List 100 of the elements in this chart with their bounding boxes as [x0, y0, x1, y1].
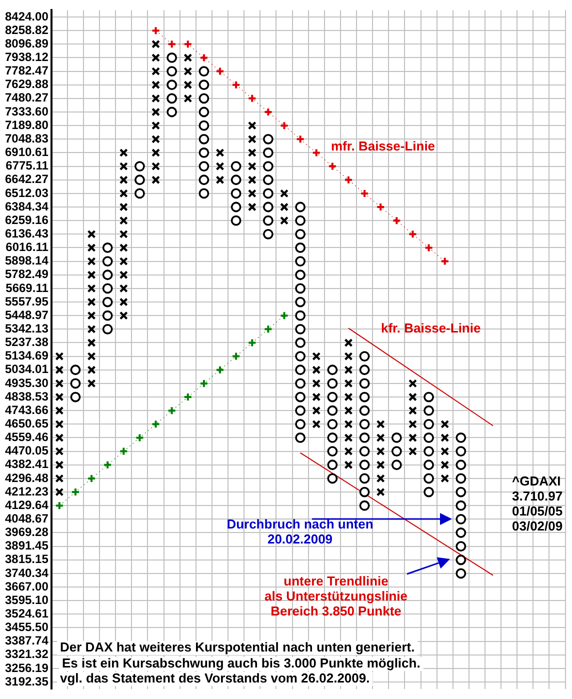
point: [344, 406, 353, 415]
point: [216, 176, 224, 184]
point: [151, 121, 160, 130]
point: [359, 432, 370, 443]
point: [198, 106, 210, 118]
point: [391, 460, 402, 470]
point: [295, 228, 306, 240]
point: [280, 216, 289, 225]
y-tick-label: 7782.47: [4, 64, 49, 78]
point: [151, 67, 160, 76]
point: [184, 53, 192, 62]
y-tick-label: 3387.74: [4, 634, 49, 648]
point: [359, 364, 370, 376]
y-tick-label: 5898.14: [4, 254, 49, 268]
point: [359, 378, 370, 389]
point: [151, 162, 160, 171]
point: [328, 162, 337, 171]
y-tick-label: 6512.03: [4, 186, 49, 200]
y-tick-label: 7629.88: [4, 77, 49, 92]
annotation: mfr. Baisse-Linie: [331, 138, 436, 154]
point: [230, 188, 242, 199]
point: [359, 460, 370, 470]
point: [135, 433, 144, 442]
point: [295, 364, 306, 376]
y-tick-label: 4382.41: [4, 457, 49, 472]
point: [55, 392, 64, 402]
point: [119, 148, 128, 158]
point: [456, 460, 466, 470]
point: [440, 256, 450, 266]
point: [166, 66, 178, 76]
point: [424, 446, 434, 457]
y-tick-label: 5034.01: [4, 362, 49, 376]
point: [87, 270, 96, 280]
point: [184, 80, 192, 90]
y-tick-label: 6775.11: [6, 158, 49, 173]
point: [230, 174, 242, 186]
point: [248, 94, 257, 103]
point: [216, 148, 224, 158]
point: [151, 148, 160, 158]
y-tick-label: 5557.95: [4, 294, 49, 308]
point: [198, 148, 210, 158]
point: [424, 243, 434, 252]
y-tick-label: 3969.28: [4, 525, 49, 540]
point: [119, 202, 128, 212]
point: [327, 405, 338, 416]
point: [119, 162, 128, 171]
y-tick-label: 8258.82: [4, 22, 49, 37]
annotation: Der DAX hat weiteres Kurspotential nach unten generiert.: [60, 640, 415, 655]
y-tick-label: 4212.23: [4, 484, 49, 498]
point: [327, 378, 338, 389]
point: [376, 433, 385, 442]
point: [359, 418, 370, 430]
point: [232, 80, 241, 90]
annotation: kfr. Baisse-Linie: [381, 320, 481, 336]
point: [87, 338, 96, 348]
point: [295, 392, 306, 402]
y-tick-label: 4048.67: [4, 511, 49, 526]
point: [312, 148, 321, 158]
point: [55, 352, 64, 361]
point: [87, 366, 96, 374]
point: [344, 392, 353, 402]
point: [198, 134, 210, 144]
y-tick-label: 4559.46: [4, 430, 49, 444]
point: [408, 406, 418, 415]
point: [359, 500, 370, 511]
y-tick-label: 3740.34: [4, 566, 49, 580]
point: [87, 243, 96, 252]
point: [392, 216, 402, 226]
point: [280, 311, 289, 320]
point: [424, 486, 434, 498]
y-tick-label: 3595.10: [4, 592, 49, 607]
y-tick-label: 3321.32: [4, 647, 49, 662]
point: [55, 460, 64, 470]
point: [119, 311, 128, 320]
point: [248, 189, 256, 198]
point: [456, 568, 466, 579]
point: [456, 541, 466, 552]
point: [119, 243, 128, 252]
point: [376, 488, 385, 496]
point: [295, 310, 306, 321]
point: [134, 174, 145, 186]
point: [230, 161, 242, 172]
point: [119, 257, 128, 266]
point: [456, 514, 466, 524]
point: [248, 202, 256, 212]
point: [456, 446, 466, 457]
y-tick-label: 4650.65: [4, 416, 49, 430]
point: [359, 351, 370, 362]
point: [440, 460, 450, 470]
annotation: Es ist ein Kursabschwung auch bis 3.000 Punkte möglich.: [62, 656, 420, 671]
point: [151, 176, 160, 184]
point: [55, 366, 64, 374]
point: [151, 80, 160, 90]
point: [295, 432, 306, 443]
y-tick-label: 3667.00: [4, 579, 49, 594]
point: [295, 405, 306, 416]
point: [424, 418, 434, 430]
annotation: ^GDAXI 3.710.97 01/05/05 03/02/09: [512, 474, 563, 534]
point: [391, 446, 402, 457]
point: [151, 94, 160, 103]
